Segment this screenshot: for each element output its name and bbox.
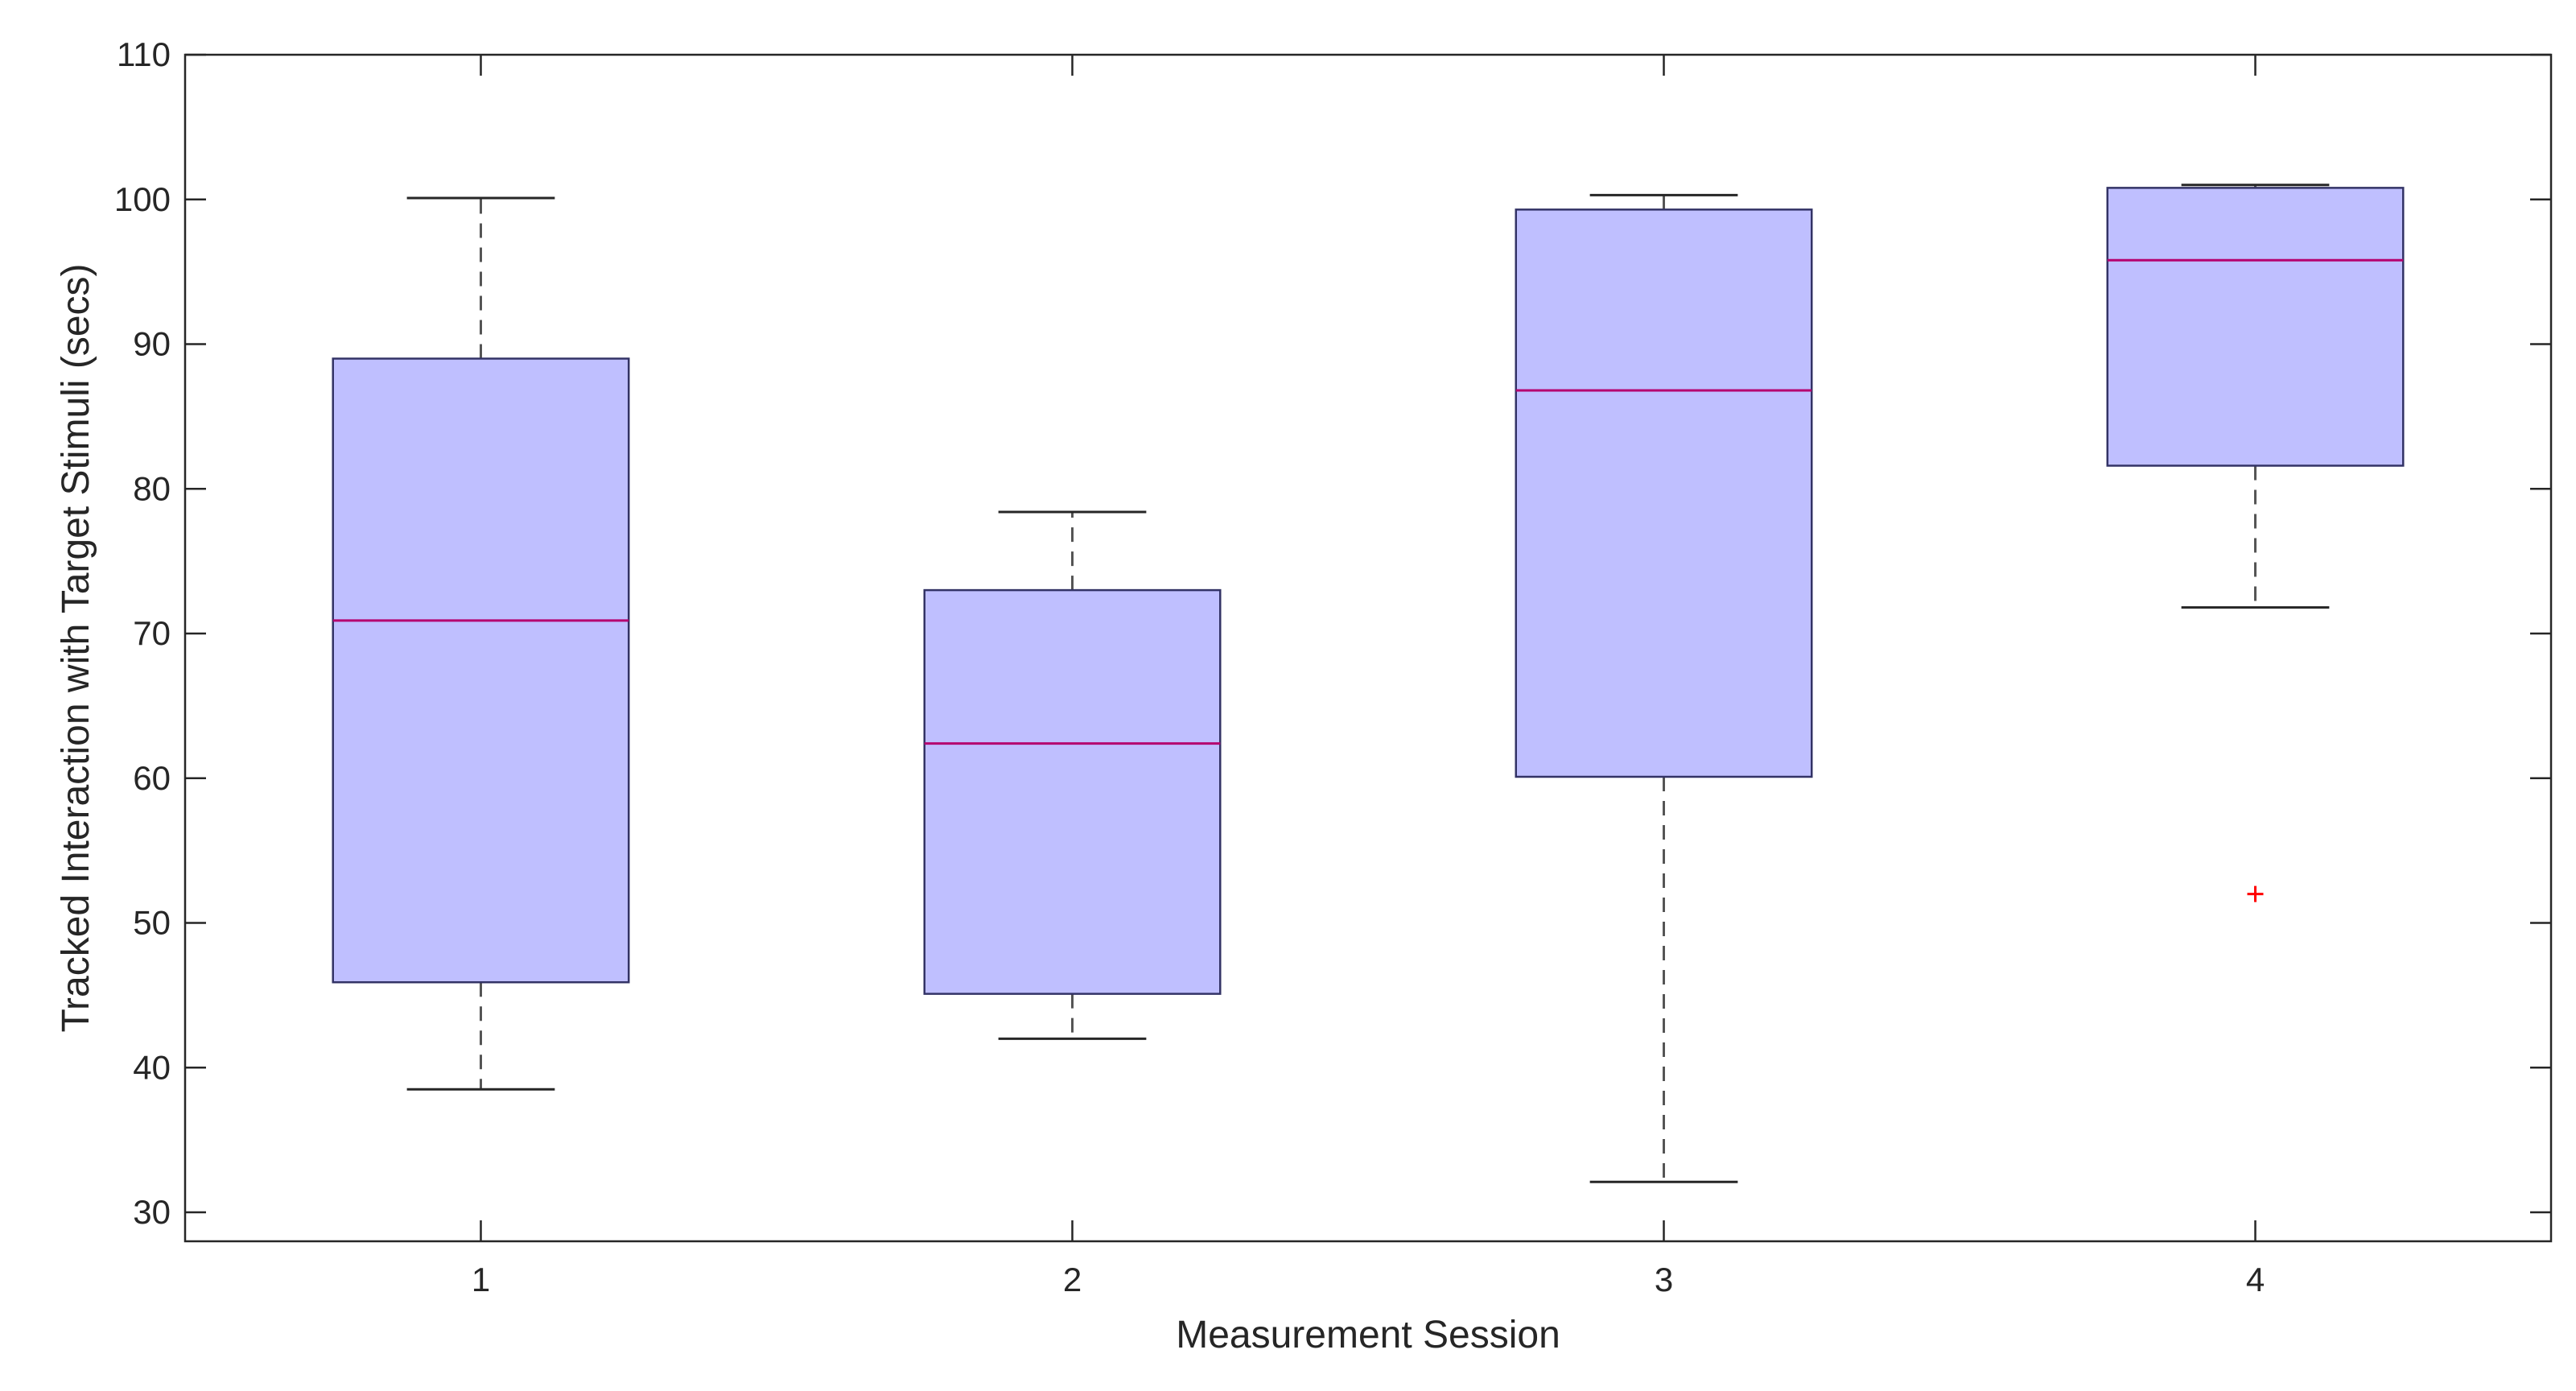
box-group-4 <box>2106 184 2405 902</box>
x-axis-label: Measurement Session <box>1176 1314 1560 1356</box>
x-tick-label: 2 <box>1063 1261 1082 1298</box>
x-tick-label: 4 <box>2246 1261 2265 1298</box>
box-iqr <box>1515 208 1813 778</box>
y-axis-label: Tracked Interaction with Target Stimuli … <box>55 263 97 1032</box>
box-iqr <box>2106 187 2405 467</box>
y-tick-label: 40 <box>133 1048 171 1086</box>
box-group-3 <box>1515 193 1813 1183</box>
y-tick-label: 50 <box>133 904 171 942</box>
y-tick-label: 60 <box>133 759 171 797</box>
y-tick-label: 90 <box>133 325 171 363</box>
box-iqr <box>923 588 1222 995</box>
x-axis-ticks: 1 2 3 4 <box>472 55 2265 1298</box>
y-axis-ticks: 30 40 50 60 70 80 90 100 110 <box>114 35 2551 1231</box>
box-iqr <box>332 357 630 984</box>
box-group-2 <box>923 510 1222 1040</box>
y-tick-label: 80 <box>133 469 171 507</box>
x-tick-label: 3 <box>1655 1261 1673 1298</box>
box-group-1 <box>332 196 630 1091</box>
x-tick-label: 1 <box>472 1261 490 1298</box>
y-tick-label: 30 <box>133 1193 171 1231</box>
boxes-layer <box>332 184 2405 1183</box>
y-tick-label: 110 <box>117 35 171 73</box>
y-tick-label: 100 <box>114 180 171 218</box>
plot-area-frame <box>183 53 2553 1243</box>
outlier-marker <box>2247 885 2264 902</box>
y-tick-label: 70 <box>133 614 171 652</box>
